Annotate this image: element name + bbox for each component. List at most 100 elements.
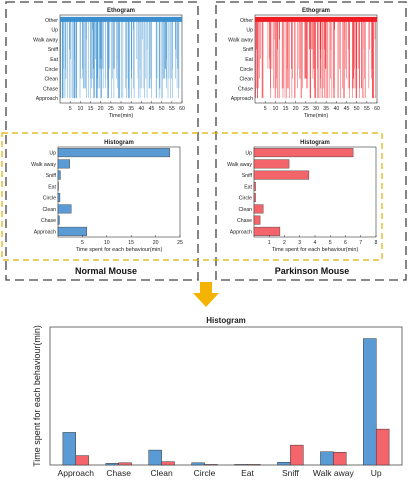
combined-x-tick-label: Walk away: [313, 468, 355, 478]
histogram-x-tick-label: 5: [329, 240, 332, 246]
histogram-y-tick-label: Sniff: [242, 173, 253, 179]
ethogram-x-tick-label: 15: [283, 106, 289, 112]
histogram-y-tick-label: Sniff: [46, 173, 57, 179]
ethogram-axes: [59, 14, 183, 104]
combined-title: Histogram: [206, 316, 246, 325]
histogram-bar: [57, 204, 72, 214]
histogram-bar: [253, 181, 256, 191]
histogram-x-tick-label: 15: [128, 240, 134, 246]
ethogram-x-tick-label: 20: [293, 106, 299, 112]
ethogram-other-band: [60, 16, 182, 22]
histogram-y-tick-label: Up: [49, 151, 56, 157]
combined-bar: [161, 461, 175, 466]
ethogram-x-tick-label: 25: [108, 106, 114, 112]
histogram-y-tick-label: Up: [245, 151, 252, 157]
ethogram-y-tick-label: Circle: [240, 67, 253, 73]
ethogram-x-tick-label: 45: [344, 106, 350, 112]
histogram-x-tick-label: 5: [81, 240, 84, 246]
histogram-y-tick-label: Clean: [42, 207, 56, 213]
combined-bar: [118, 462, 132, 466]
ethogram-y-tick-label: Other: [240, 18, 253, 24]
combined-bar: [247, 464, 261, 466]
ethogram-x-tick-label: 5: [264, 106, 267, 112]
combined-bar: [191, 462, 205, 466]
parkinson-mouse-label: Parkinson Mouse: [275, 266, 350, 276]
combined-bar: [333, 452, 347, 466]
ethogram-y-tick-label: Up: [246, 28, 253, 34]
histogram-title: Histogram: [300, 140, 330, 146]
ethogram-x-tick-label: 35: [128, 106, 134, 112]
ethogram-title: Ethogram: [302, 8, 330, 14]
histogram-x-tick-label: 1: [268, 240, 271, 246]
combined-bar: [75, 455, 89, 466]
ethogram-x-label: Time(min): [109, 113, 134, 119]
combined-x-tick-label: Chase: [106, 468, 131, 478]
histogram-bar: [253, 226, 281, 236]
ethogram-y-tick-label: Walk away: [33, 37, 58, 43]
histogram-y-tick-label: Walk away: [31, 162, 56, 168]
ethogram-x-tick-label: 10: [272, 106, 278, 112]
histogram-y-tick-label: Eat: [48, 184, 56, 190]
combined-x-tick-label: Approach: [58, 468, 95, 478]
normal-mouse-label: Normal Mouse: [75, 266, 137, 276]
combined-bar: [290, 444, 304, 466]
parkinson-panel-frame: [215, 1, 407, 281]
histogram-bar: [57, 170, 61, 180]
histogram-x-tick-label: 2: [283, 240, 286, 246]
ethogram-y-tick-label: Eat: [245, 57, 253, 63]
ethogram-y-tick-label: Approach: [36, 96, 58, 102]
combined-bar: [204, 464, 218, 466]
histogram-x-tick-label: 25: [177, 240, 183, 246]
ethogram-x-tick-label: 25: [303, 106, 309, 112]
histogram-y-tick-label: Clean: [238, 207, 252, 213]
histogram-y-tick-label: Chase: [237, 218, 252, 224]
ethogram-y-tick-label: Approach: [231, 96, 253, 102]
combined-bar: [62, 432, 77, 466]
histogram-x-tick-label: 10: [104, 240, 110, 246]
histogram-x-tick-label: 8: [375, 240, 378, 246]
histogram-bar: [57, 226, 87, 236]
ethogram-y-tick-label: Other: [45, 18, 58, 24]
histogram-y-tick-label: Chase: [41, 218, 56, 224]
histogram-x-label: Time spent for each behaviour(min): [272, 247, 359, 253]
histogram-y-tick-label: Circle: [43, 196, 56, 202]
histogram-x-label: Time spent for each behaviour(min): [76, 247, 163, 253]
histogram-bar: [57, 148, 170, 158]
histogram-y-tick-label: Approach: [34, 229, 56, 235]
ethogram-y-tick-label: Clean: [44, 77, 58, 83]
ethogram-x-tick-label: 5: [69, 106, 72, 112]
combined-bar: [234, 464, 248, 466]
combined-x-tick-label: Sniff: [282, 468, 299, 478]
histogram-normal: Histogram Approach Chase Clean Circle Eat Snif…: [31, 140, 183, 253]
histogram-x-tick-label: 20: [153, 240, 159, 246]
ethogram-x-tick-label: 55: [364, 106, 370, 112]
ethogram-x-tick-label: 60: [374, 106, 380, 112]
combined-x-tick-label: Circle: [194, 468, 216, 478]
histogram-title: Histogram: [104, 140, 134, 146]
histogram-y-tick-label: Approach: [230, 229, 252, 235]
ethogram-normal: Ethogram Approach Chase Clean Circle Eat Sniff…: [33, 8, 185, 119]
combined-bar: [375, 428, 390, 466]
histogram-combined: Histogram Approach Chase Clean Circle Eat Snif…: [32, 316, 403, 478]
histogram-bar: [253, 215, 261, 225]
combined-x-tick-label: Up: [371, 468, 382, 478]
down-arrow-icon: [193, 282, 219, 307]
ethogram-parkinson: Ethogram Approach Chase Clean Circle Eat Sniff…: [228, 8, 380, 119]
histogram-bar: [253, 193, 256, 203]
ethogram-y-tick-label: Walk away: [228, 37, 253, 43]
ethogram-x-tick-label: 30: [313, 106, 319, 112]
histogram-y-tick-label: Circle: [239, 196, 252, 202]
combined-axes: [49, 326, 403, 466]
combined-bar: [105, 463, 119, 466]
ethogram-y-tick-label: Chase: [43, 86, 58, 92]
ethogram-x-tick-label: 50: [159, 106, 165, 112]
ethogram-x-tick-label: 15: [88, 106, 94, 112]
ethogram-x-tick-label: 50: [354, 106, 360, 112]
ethogram-x-tick-label: 40: [333, 106, 339, 112]
ethogram-x-tick-label: 60: [179, 106, 185, 112]
ethogram-other-band: [255, 16, 377, 22]
ethogram-title: Ethogram: [107, 8, 135, 14]
ethogram-x-label: Time(min): [304, 113, 329, 119]
ethogram-y-tick-label: Up: [51, 28, 58, 34]
